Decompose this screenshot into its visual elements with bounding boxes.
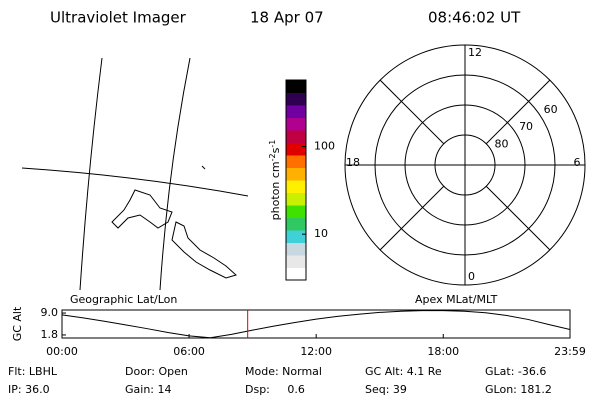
y-axis-label: GC Alt: [11, 306, 24, 341]
status-field: IP: 36.0: [8, 383, 50, 396]
meridian: [79, 57, 103, 291]
polar-ring-label: 80: [494, 137, 508, 150]
colorbar-label: photon cm-2s-1: [268, 140, 283, 221]
colorbar-segment: [286, 217, 306, 231]
label-part: s: [269, 147, 282, 153]
status-field: GC Alt: 4.1 Re: [365, 365, 442, 378]
colorbar-segment: [286, 192, 306, 206]
status-field: Flt: LBHL: [8, 365, 58, 378]
mlt-label: 6: [574, 156, 581, 169]
colorbar-tick-label: 100: [314, 140, 335, 153]
polar-spoke: [485, 79, 551, 145]
parallel: [21, 167, 249, 197]
date: 18 Apr 07: [250, 9, 324, 27]
label-part: photon cm: [269, 161, 282, 220]
y-tick-label: 1.8: [41, 328, 59, 341]
status-field: Dsp: 0.6: [245, 383, 305, 396]
polar-label: Apex MLat/MLT: [415, 293, 498, 306]
coastline: [171, 221, 237, 279]
coastline: [111, 189, 173, 229]
x-tick-label: 18:00: [427, 345, 459, 358]
polar-ring-label: 70: [519, 120, 533, 133]
map: [21, 57, 249, 291]
x-tick-label: 12:00: [300, 345, 332, 358]
label-exp: -1: [268, 140, 277, 148]
colorbar-segment: [286, 180, 306, 193]
colorbar-frame: [285, 79, 307, 281]
label-exp: -2: [268, 153, 277, 161]
polar-ring: [374, 74, 556, 256]
meridian: [159, 57, 191, 291]
x-tick-label: 06:00: [173, 345, 205, 358]
polar-ring: [404, 104, 526, 226]
colorbar-segment: [286, 130, 306, 143]
status-field: Seq: 39: [365, 383, 407, 396]
status-field: Mode: Normal: [245, 365, 322, 378]
colorbar-tick-label: 10: [314, 227, 328, 240]
y-tick-label: 9.0: [41, 306, 59, 319]
mlt-label: 0: [468, 270, 475, 283]
coastline: [201, 165, 206, 170]
colorbar-segment: [286, 142, 306, 156]
x-tick-label: 00:00: [46, 345, 78, 358]
x-tick-label: 23:59: [554, 345, 586, 358]
mlt-label: 12: [468, 46, 482, 59]
mlt-label: 18: [346, 156, 360, 169]
colorbar-segment: [286, 117, 306, 131]
polar-spoke: [379, 185, 445, 251]
colorbar-segment: [286, 167, 306, 181]
status-field: Door: Open: [125, 365, 188, 378]
colorbar-segment: [286, 255, 306, 268]
title: Ultraviolet Imager: [50, 9, 187, 27]
colorbar-segment: [286, 230, 306, 243]
colorbar-segment: [286, 267, 306, 281]
polar-ring-label: 60: [544, 103, 558, 116]
polar-ring: [434, 134, 496, 196]
map-label: Geographic Lat/Lon: [70, 293, 177, 306]
altitude-line: [61, 310, 571, 339]
colorbar-segment: [286, 155, 306, 168]
time: 08:46:02 UT: [428, 9, 521, 27]
status-field: Gain: 14: [125, 383, 172, 396]
colorbar-segment: [286, 92, 306, 106]
polar-spoke: [379, 79, 445, 145]
status-field: GLat: -36.6: [485, 365, 546, 378]
status-field: GLon: 181.2: [485, 383, 552, 396]
colorbar-segment: [286, 80, 306, 93]
colorbar-segment: [286, 242, 306, 256]
polar-spoke: [485, 185, 551, 251]
colorbar-segment: [286, 205, 306, 218]
colorbar-segment: [286, 105, 306, 118]
